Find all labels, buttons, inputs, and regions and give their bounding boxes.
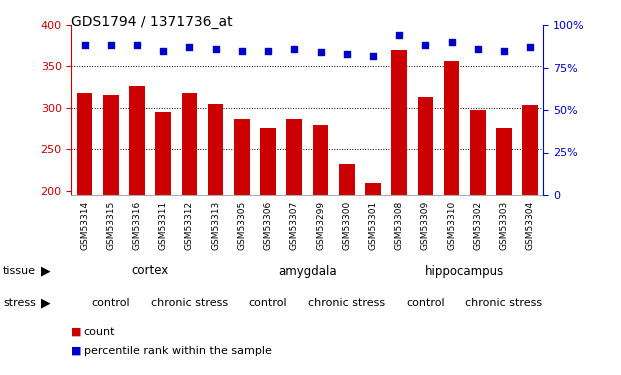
Text: GSM53316: GSM53316 [132,200,142,250]
Text: GSM53312: GSM53312 [185,200,194,250]
Text: chronic stress: chronic stress [308,297,385,307]
Text: control: control [249,297,288,307]
Bar [444,62,460,195]
Text: GSM53314: GSM53314 [80,200,89,250]
Point [446,39,456,45]
Bar [312,124,329,195]
Point [315,49,325,55]
Point [394,32,404,38]
Text: GSM53307: GSM53307 [290,200,299,250]
Text: stress: stress [3,297,36,307]
Text: chronic stress: chronic stress [151,297,228,307]
Bar [155,112,171,195]
Point [342,51,351,57]
Point [368,53,378,58]
Point [499,48,509,54]
Text: GSM53315: GSM53315 [106,200,116,250]
Text: GSM53306: GSM53306 [263,200,273,250]
Point [525,44,535,50]
Text: GSM53313: GSM53313 [211,200,220,250]
Text: GSM53302: GSM53302 [473,200,483,250]
Point [211,46,220,52]
Text: GSM53303: GSM53303 [499,200,509,250]
Bar [522,105,538,195]
Point [79,42,89,48]
Text: count: count [84,327,116,337]
Text: GSM53305: GSM53305 [237,200,247,250]
Point [473,46,483,52]
Point [132,42,142,48]
Bar [260,128,276,195]
Bar [234,119,250,195]
Point [106,42,116,48]
Text: control: control [406,297,445,307]
Text: GSM53300: GSM53300 [342,200,351,250]
Bar [286,119,302,195]
Text: GSM53304: GSM53304 [526,200,535,250]
Text: percentile rank within the sample: percentile rank within the sample [84,346,272,355]
Text: hippocampus: hippocampus [425,264,504,278]
Text: GSM53301: GSM53301 [368,200,378,250]
Text: ▶: ▶ [40,264,50,278]
Bar [181,93,197,195]
Bar [391,50,407,195]
Text: GSM53309: GSM53309 [421,200,430,250]
Text: GSM53299: GSM53299 [316,200,325,250]
Bar [365,183,381,195]
Text: ■: ■ [71,346,82,355]
Bar [496,128,512,195]
Bar [103,96,119,195]
Text: GSM53308: GSM53308 [395,200,404,250]
Bar [76,93,93,195]
Point [237,48,247,54]
Bar [129,86,145,195]
Point [289,46,299,52]
Text: tissue: tissue [3,266,36,276]
Text: control: control [91,297,130,307]
Point [184,44,194,50]
Text: GSM53311: GSM53311 [159,200,168,250]
Bar [470,110,486,195]
Point [263,48,273,54]
Text: amygdala: amygdala [278,264,337,278]
Text: GDS1794 / 1371736_at: GDS1794 / 1371736_at [71,15,233,29]
Text: chronic stress: chronic stress [466,297,543,307]
Point [420,42,430,48]
Text: cortex: cortex [132,264,169,278]
Text: GSM53310: GSM53310 [447,200,456,250]
Bar [417,97,433,195]
Bar [208,104,224,195]
Text: ■: ■ [71,327,82,337]
Bar [339,164,355,195]
Point [158,48,168,54]
Text: ▶: ▶ [40,296,50,309]
